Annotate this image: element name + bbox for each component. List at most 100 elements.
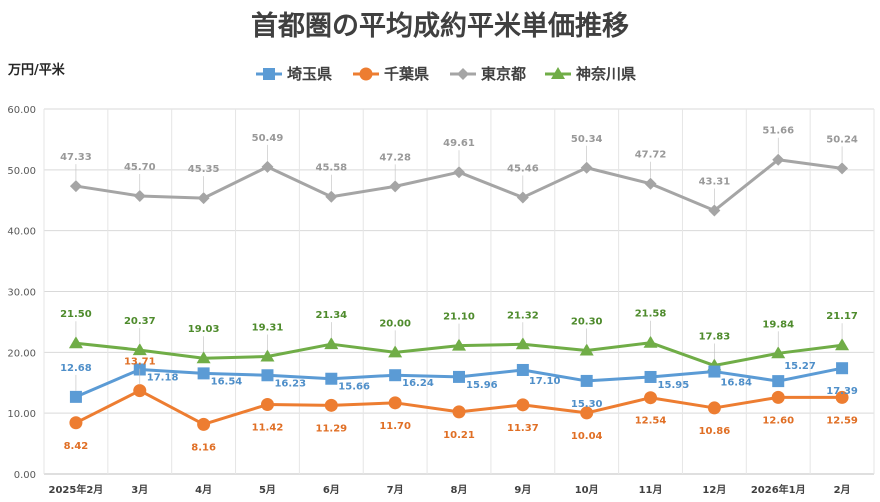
data-label: 16.54 <box>211 376 243 387</box>
x-tick-label: 4月 <box>195 484 212 496</box>
y-axis-ticks: 0.00 10.00 20.00 30.00 40.00 50.00 60.00 <box>7 105 36 481</box>
data-point <box>644 370 657 383</box>
data-label: 20.30 <box>571 317 603 328</box>
y-tick-label: 60.00 <box>7 105 36 116</box>
y-tick-label: 20.00 <box>7 348 36 359</box>
data-label: 51.66 <box>762 126 794 137</box>
data-point <box>452 405 466 419</box>
legend-marker <box>263 68 275 80</box>
data-point <box>453 370 465 383</box>
data-label: 19.31 <box>252 323 284 334</box>
data-label: 8.42 <box>64 441 89 452</box>
y-tick-label: 0.00 <box>14 470 36 481</box>
data-point <box>516 363 529 376</box>
data-label: 45.46 <box>507 163 539 174</box>
data-label: 17.83 <box>699 332 731 343</box>
data-point <box>260 398 274 412</box>
data-label: 19.84 <box>762 319 794 330</box>
data-label: 12.60 <box>762 415 794 426</box>
data-point <box>325 190 338 203</box>
x-tick-label: 3月 <box>131 484 148 496</box>
x-tick-label: 2026年1月 <box>751 483 806 496</box>
data-point <box>324 398 338 412</box>
data-point <box>580 374 593 387</box>
series-group <box>68 153 850 431</box>
data-label: 21.58 <box>635 309 667 320</box>
data-label: 50.34 <box>571 134 603 145</box>
data-point <box>516 191 529 204</box>
legend-label: 千葉県 <box>384 65 429 83</box>
data-point <box>580 406 594 420</box>
data-label: 10.21 <box>443 430 475 441</box>
data-label: 50.24 <box>826 134 858 145</box>
data-label: 15.96 <box>466 380 498 391</box>
data-label: 10.86 <box>699 426 731 437</box>
data-label: 17.10 <box>529 376 561 387</box>
data-label: 15.66 <box>338 382 370 393</box>
data-point <box>836 162 849 175</box>
data-point <box>388 345 403 358</box>
legend-label: 神奈川県 <box>576 65 636 83</box>
data-point <box>707 401 721 415</box>
x-tick-label: 2月 <box>834 484 851 496</box>
data-point <box>708 365 721 378</box>
data-label: 21.34 <box>315 310 347 321</box>
data-label: 11.70 <box>379 421 411 432</box>
x-tick-label: 2025年2月 <box>49 483 104 496</box>
data-point <box>69 390 82 403</box>
y-axis-unit-label: 万円/平米 <box>7 62 66 78</box>
x-tick-label: 7月 <box>387 484 404 496</box>
data-label: 16.23 <box>274 378 306 389</box>
x-tick-label: 10月 <box>575 484 599 496</box>
data-point <box>579 343 594 356</box>
data-label: 16.84 <box>720 378 752 389</box>
data-point <box>261 160 274 173</box>
legend-marker <box>457 68 469 80</box>
data-point <box>133 384 147 398</box>
data-label: 45.70 <box>124 162 156 173</box>
data-point <box>772 153 785 166</box>
data-point <box>133 189 146 202</box>
data-point <box>516 398 530 412</box>
data-label: 17.18 <box>147 372 179 383</box>
data-point <box>389 369 402 382</box>
data-point <box>388 396 402 410</box>
data-point <box>197 192 210 205</box>
data-point <box>835 390 849 404</box>
legend-marker <box>359 67 373 81</box>
data-point <box>643 335 658 348</box>
category-separators <box>43 109 875 474</box>
data-point <box>69 180 82 193</box>
data-label: 45.35 <box>188 164 220 175</box>
data-point <box>132 343 147 356</box>
data-label: 11.37 <box>507 423 539 434</box>
y-tick-label: 30.00 <box>7 288 36 299</box>
data-point <box>772 375 785 388</box>
data-point <box>771 390 785 404</box>
data-label: 20.37 <box>124 316 156 327</box>
data-label: 47.72 <box>635 150 667 161</box>
data-point <box>515 337 530 350</box>
data-point <box>197 367 210 380</box>
data-point <box>452 338 466 351</box>
data-point <box>644 177 657 190</box>
data-label: 11.29 <box>315 423 347 434</box>
data-label: 12.68 <box>60 363 92 374</box>
data-label: 11.42 <box>252 423 284 434</box>
data-point <box>453 166 465 179</box>
y-tick-label: 50.00 <box>7 166 36 177</box>
x-tick-label: 11月 <box>639 484 663 496</box>
data-label: 10.04 <box>571 431 603 442</box>
data-label: 47.33 <box>60 152 92 163</box>
y-tick-label: 40.00 <box>7 227 36 238</box>
data-point <box>836 362 849 375</box>
data-label: 16.24 <box>402 378 434 389</box>
data-label: 15.95 <box>658 380 690 391</box>
data-label: 43.31 <box>699 177 731 188</box>
x-axis-ticks: 2025年2月 3月 4月 5月 6月 7月 8月 9月 10月 11月 12月 2026年1月 2月 <box>49 483 851 496</box>
data-label: 17.39 <box>826 386 858 397</box>
data-point <box>580 161 593 174</box>
data-label: 21.10 <box>443 312 475 323</box>
data-point <box>196 351 211 364</box>
data-point <box>68 336 83 349</box>
